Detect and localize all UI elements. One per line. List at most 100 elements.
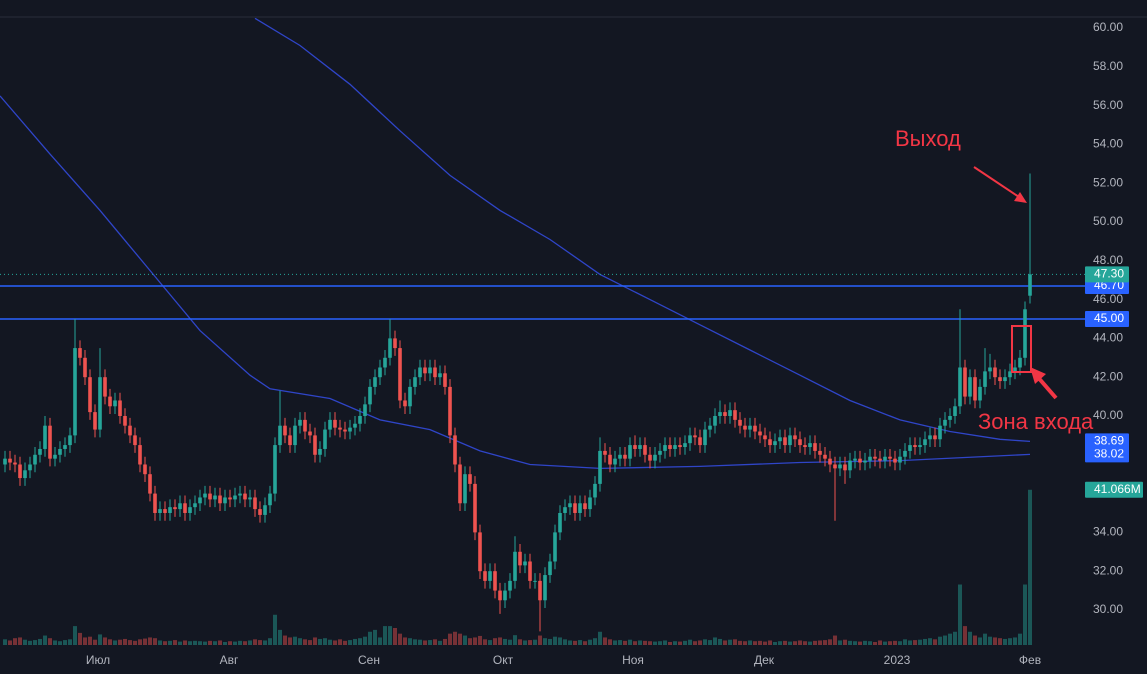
volume-bar bbox=[583, 641, 587, 645]
volume-bar bbox=[163, 641, 167, 645]
candle-body bbox=[848, 460, 852, 471]
volume-bar bbox=[53, 640, 57, 645]
candle-body bbox=[953, 406, 957, 416]
volume-bar bbox=[238, 640, 242, 645]
price-label: 38.69 bbox=[1094, 434, 1124, 448]
candle-body bbox=[3, 458, 7, 465]
candle-body bbox=[228, 497, 232, 500]
volume-bar bbox=[128, 640, 132, 645]
x-tick-label: Дек bbox=[754, 653, 775, 667]
volume-bar bbox=[893, 640, 897, 645]
volume-bar bbox=[413, 639, 417, 645]
candle-body bbox=[768, 439, 772, 446]
candle-body bbox=[808, 443, 812, 448]
candle-body bbox=[793, 435, 797, 440]
volume-bar bbox=[178, 641, 182, 645]
candle-body bbox=[353, 423, 357, 428]
volume-bar bbox=[873, 641, 877, 645]
volume-bar bbox=[203, 641, 207, 645]
volume-bar bbox=[148, 637, 152, 645]
volume-bar bbox=[158, 640, 162, 645]
candle-body bbox=[638, 445, 642, 449]
candle-body bbox=[753, 425, 757, 432]
candle-body bbox=[633, 445, 637, 449]
volume-bar bbox=[993, 637, 997, 645]
candle-body bbox=[113, 400, 117, 407]
candle-body bbox=[223, 497, 227, 504]
arrow-head bbox=[1030, 367, 1046, 384]
volume-bar bbox=[673, 641, 677, 645]
price-label-box bbox=[1085, 481, 1143, 498]
candle-body bbox=[1023, 309, 1027, 358]
volume-bar bbox=[748, 640, 752, 645]
volume-bar bbox=[838, 640, 842, 645]
volume-bar bbox=[743, 641, 747, 645]
candle-body bbox=[618, 454, 622, 459]
candle-body bbox=[403, 400, 407, 407]
volume-bar bbox=[368, 631, 372, 645]
volume-bar bbox=[593, 638, 597, 645]
volume-bar bbox=[798, 640, 802, 645]
volume-bar bbox=[818, 640, 822, 645]
candle-body bbox=[888, 456, 892, 459]
candle-body bbox=[208, 493, 212, 500]
candle-body bbox=[283, 425, 287, 436]
candle-body bbox=[183, 503, 187, 513]
candle-body bbox=[703, 429, 707, 446]
volume-bar bbox=[173, 640, 177, 645]
volume-bar bbox=[383, 626, 387, 645]
volume-bar bbox=[548, 638, 552, 645]
volume-bar bbox=[598, 631, 602, 645]
arrow-head bbox=[1014, 192, 1027, 203]
moving-average bbox=[254, 18, 1031, 443]
candle-body bbox=[423, 367, 427, 374]
volume-bar bbox=[373, 629, 377, 645]
volume-bar bbox=[1008, 638, 1012, 645]
volume-bar bbox=[298, 638, 302, 645]
y-tick-label: 54.00 bbox=[1093, 137, 1123, 151]
candle-body bbox=[458, 464, 462, 504]
annotations: Выход Зона входа bbox=[895, 126, 1094, 434]
candle-body bbox=[938, 425, 942, 440]
volume-bar bbox=[758, 640, 762, 645]
candle-body bbox=[373, 377, 377, 387]
candle-body bbox=[193, 503, 197, 508]
volume-bar bbox=[378, 637, 382, 645]
volume-bar bbox=[8, 640, 12, 645]
volume-bar bbox=[83, 637, 87, 645]
candle-body bbox=[643, 445, 647, 455]
volume-bar bbox=[718, 638, 722, 645]
candle-body bbox=[603, 450, 607, 455]
volume-bar bbox=[833, 635, 837, 645]
y-tick-label: 48.00 bbox=[1093, 253, 1123, 267]
candle-body bbox=[1003, 377, 1007, 382]
candle-body bbox=[248, 497, 252, 500]
volume-bar bbox=[823, 640, 827, 645]
candle-body bbox=[93, 412, 97, 430]
candle-body bbox=[553, 532, 557, 562]
volume-bar bbox=[283, 635, 287, 645]
volume-bar bbox=[638, 640, 642, 645]
candle-body bbox=[993, 367, 997, 378]
candle-body bbox=[988, 367, 992, 372]
volume-bar bbox=[688, 639, 692, 645]
candle-body bbox=[663, 445, 667, 451]
volume-bar bbox=[433, 639, 437, 645]
volume-bar bbox=[903, 639, 907, 645]
volume-bar bbox=[213, 641, 217, 645]
candle-body bbox=[478, 532, 482, 572]
candle-body bbox=[1008, 371, 1012, 378]
volume-bar bbox=[943, 635, 947, 645]
volume-bar bbox=[578, 640, 582, 645]
candle-body bbox=[558, 512, 562, 533]
volume-bar bbox=[978, 637, 982, 645]
candle-body bbox=[178, 503, 182, 510]
volume-bar bbox=[1013, 637, 1017, 645]
candle-body bbox=[83, 357, 87, 378]
candle-body bbox=[13, 462, 17, 465]
candle-body bbox=[63, 445, 67, 449]
volume-bar bbox=[393, 627, 397, 645]
volume-bar bbox=[558, 637, 562, 645]
candle-body bbox=[533, 580, 537, 582]
y-tick-label: 50.00 bbox=[1093, 214, 1123, 228]
